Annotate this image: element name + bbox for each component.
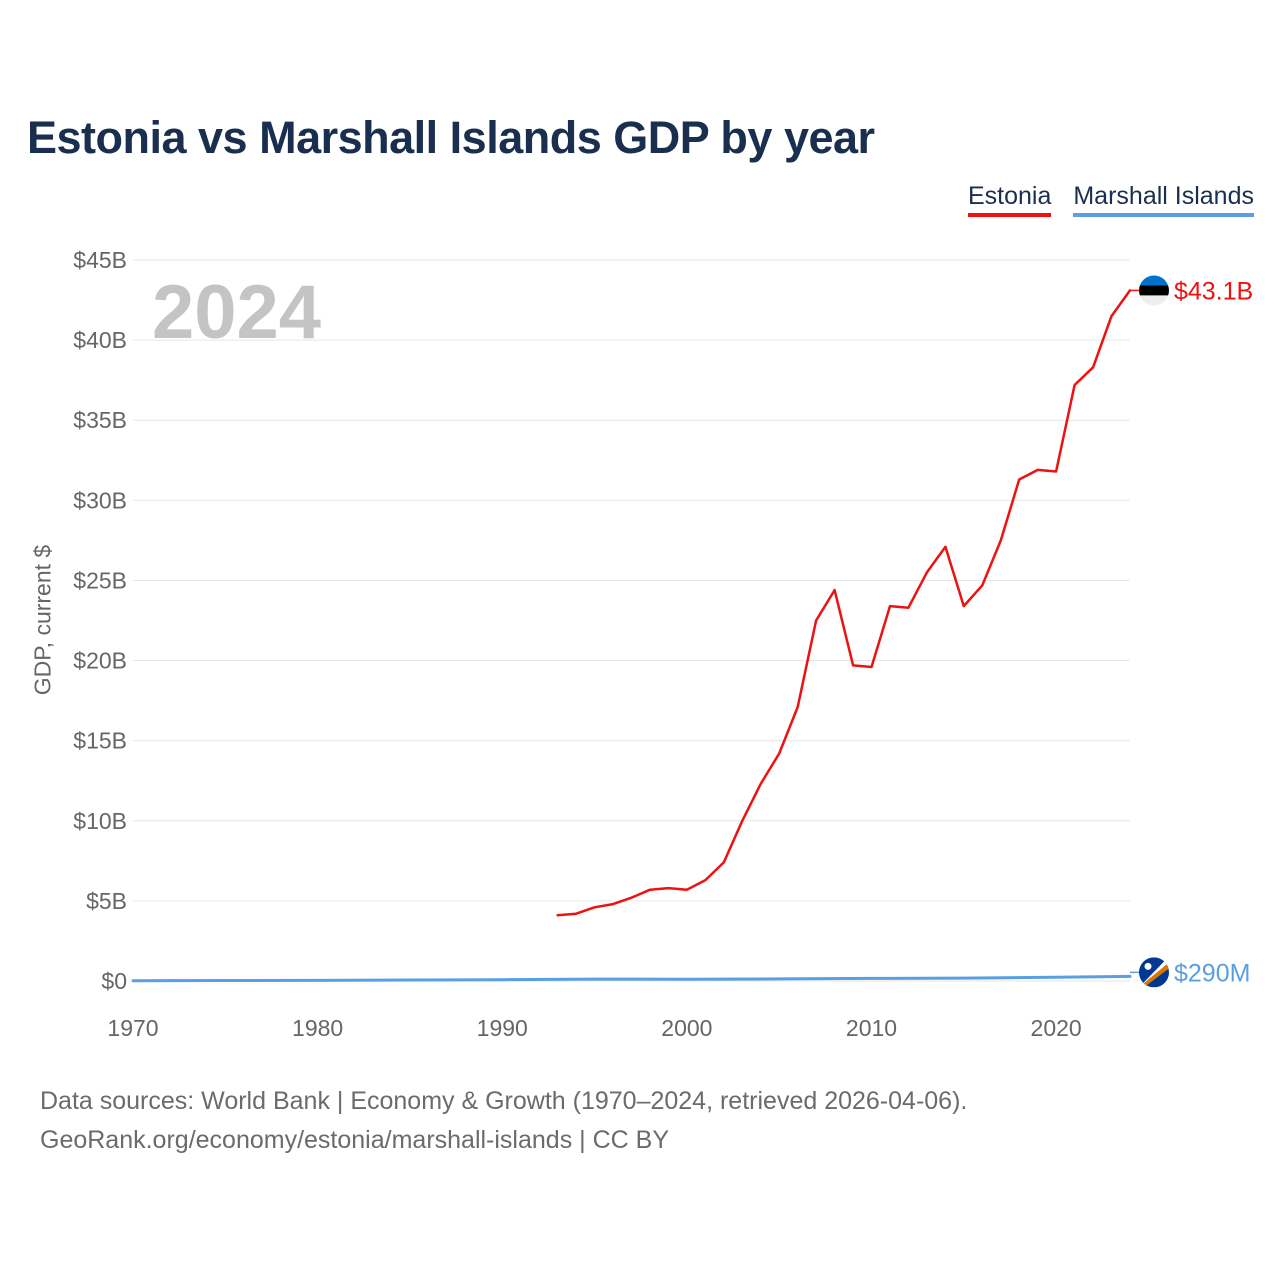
y-tick-label: $35B [73, 407, 127, 433]
footer: Data sources: World Bank | Economy & Gro… [40, 1082, 967, 1160]
marshall-islands-flag-icon [1139, 957, 1169, 988]
legend-item-estonia[interactable]: Estonia [967, 182, 1052, 217]
attribution-text: GeoRank.org/economy/estonia/marshall-isl… [40, 1126, 669, 1154]
data-source-text: Data sources: World Bank | Economy & Gro… [40, 1087, 968, 1115]
x-tick-label: 1980 [292, 1015, 343, 1041]
y-tick-label: $40B [73, 327, 127, 353]
legend-item-marshall-islands[interactable]: Marshall Islands [1073, 182, 1254, 217]
y-tick-label: $30B [73, 487, 127, 513]
y-tick-label: $25B [73, 567, 127, 593]
series-line-estonia [556, 289, 1132, 917]
x-tick-label: 2000 [661, 1015, 712, 1041]
y-tick-label: $45B [73, 247, 127, 273]
series-line-marshall-islands [131, 974, 1132, 983]
end-label-marshall-islands: $290M [1174, 959, 1250, 987]
x-tick-label: 2020 [1031, 1015, 1082, 1041]
current-year-label: 2024 [152, 270, 321, 355]
y-tick-label: $10B [73, 808, 127, 834]
x-tick-label: 2010 [846, 1015, 897, 1041]
y-tick-label: $0 [101, 968, 127, 994]
chart-title: Estonia vs Marshall Islands GDP by year [27, 112, 875, 163]
x-tick-label: 1990 [477, 1015, 528, 1041]
end-label-estonia: $43.1B [1174, 277, 1253, 305]
x-tick-label: 1970 [107, 1015, 158, 1041]
legend: Estonia Marshall Islands [967, 182, 1254, 217]
y-tick-label: $20B [73, 648, 127, 674]
y-tick-label: $5B [86, 888, 127, 914]
y-tick-label: $15B [73, 728, 127, 754]
estonia-flag-icon [1139, 275, 1169, 306]
